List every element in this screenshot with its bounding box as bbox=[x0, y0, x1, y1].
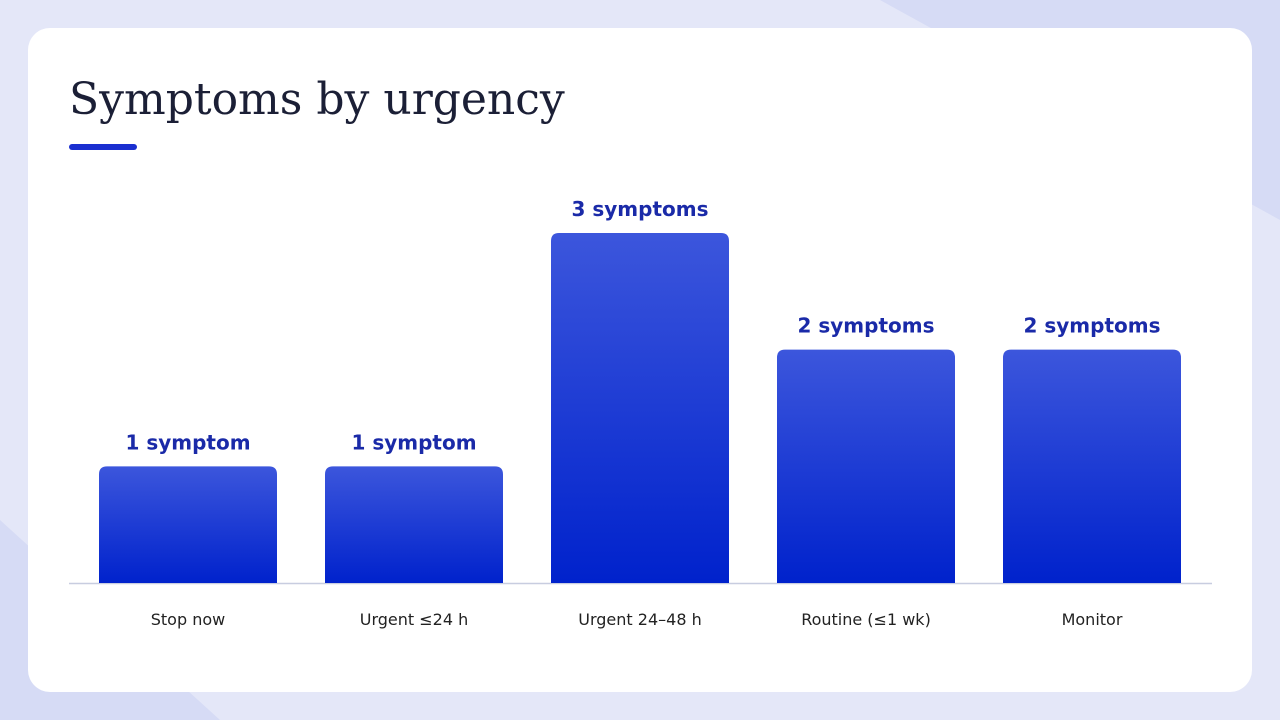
bar bbox=[325, 466, 503, 583]
bar bbox=[777, 349, 955, 583]
x-tick-label: Urgent 24–48 h bbox=[578, 610, 701, 629]
x-tick-label: Urgent ≤24 h bbox=[360, 610, 469, 629]
bar bbox=[1003, 349, 1181, 583]
data-label: 3 symptoms bbox=[571, 197, 708, 221]
bar bbox=[99, 466, 277, 583]
x-tick-label: Monitor bbox=[1062, 610, 1123, 629]
data-label: 2 symptoms bbox=[1023, 314, 1160, 338]
data-label: 2 symptoms bbox=[797, 314, 934, 338]
x-tick-label: Stop now bbox=[151, 610, 225, 629]
title-underline bbox=[69, 144, 137, 150]
data-label: 1 symptom bbox=[351, 430, 476, 454]
x-tick-label: Routine (≤1 wk) bbox=[801, 610, 931, 629]
bar bbox=[551, 233, 729, 583]
chart-title: Symptoms by urgency bbox=[69, 74, 565, 125]
data-label: 1 symptom bbox=[125, 430, 250, 454]
